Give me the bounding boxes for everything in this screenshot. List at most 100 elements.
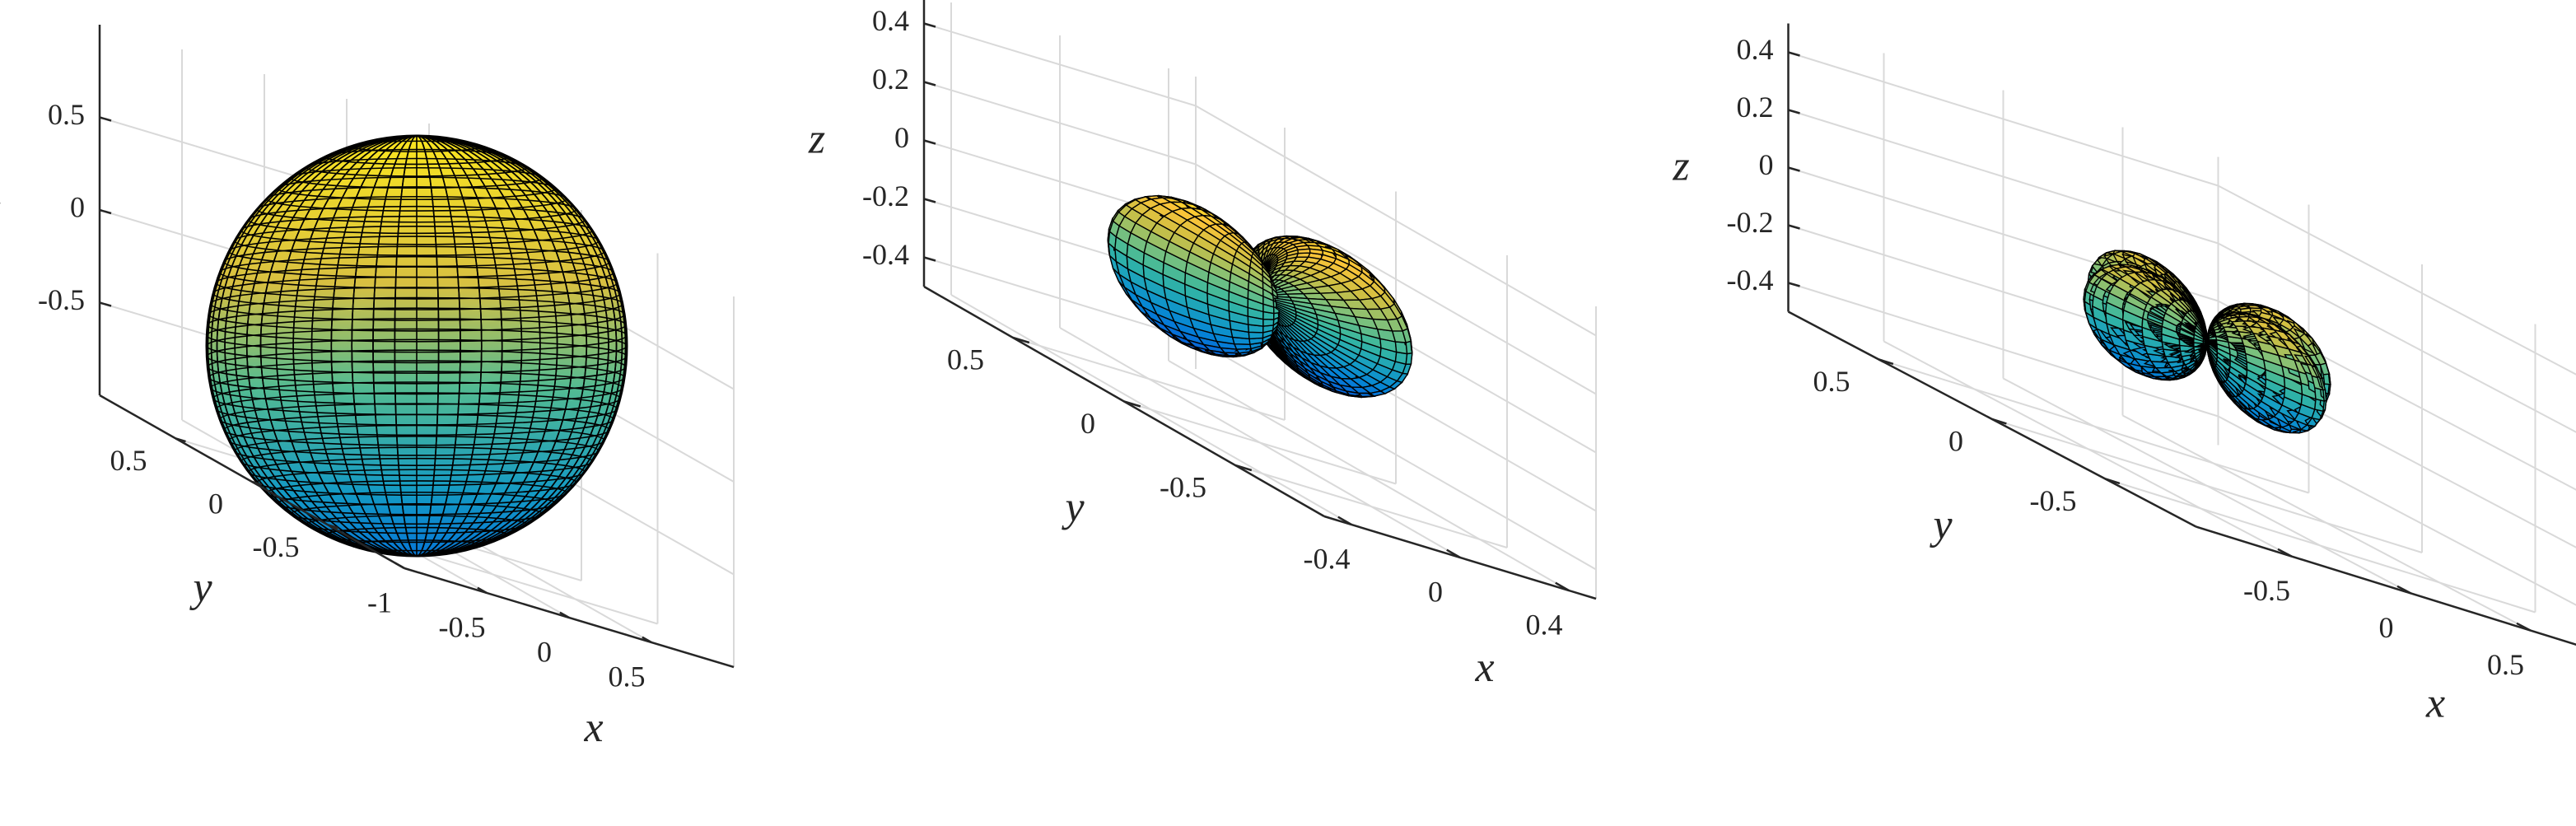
z-tick-label: 0.2 bbox=[872, 63, 909, 96]
z-tick-label: 0.4 bbox=[1737, 33, 1774, 66]
mesh-face bbox=[1405, 352, 1413, 365]
grid-line bbox=[1195, 105, 1597, 337]
mesh-parallel bbox=[208, 296, 625, 332]
mesh-parallel bbox=[206, 338, 628, 374]
grid-line bbox=[2105, 478, 2536, 614]
x-tick-label: 0.5 bbox=[2487, 648, 2524, 681]
z-tick-label: 0.4 bbox=[872, 4, 909, 37]
y-tick-label: -0.5 bbox=[2030, 484, 2077, 517]
y-tick-label: -0.5 bbox=[253, 530, 300, 563]
y-tick-mark bbox=[328, 524, 338, 530]
y-tick-mark bbox=[251, 480, 263, 486]
z-tick-mark bbox=[99, 208, 112, 215]
surface-mesh bbox=[1107, 194, 1413, 399]
grid-line bbox=[1195, 163, 1597, 395]
mesh-parallel bbox=[219, 403, 614, 436]
y-tick-label: 0 bbox=[208, 487, 223, 520]
mesh-parallel bbox=[207, 349, 627, 385]
mesh-parallel bbox=[208, 360, 625, 395]
x-axis-label: x bbox=[2425, 680, 2445, 727]
y-tick-mark bbox=[175, 437, 186, 443]
z-tick-mark bbox=[923, 139, 936, 145]
mesh-parallel bbox=[215, 266, 618, 300]
y-axis-label: y bbox=[1061, 484, 1085, 531]
panel-four-lobes: -0.5 0 0.5 -0.5 0 0.5 -0.4 -0.2 0 0.2 0.4 x y z bbox=[1672, 23, 2576, 727]
y-tick-label: 0.5 bbox=[1813, 365, 1850, 398]
mesh-parallel bbox=[248, 457, 586, 487]
z-tick-label: -0.4 bbox=[862, 238, 909, 271]
x-tick-label: -0.5 bbox=[2243, 574, 2290, 607]
z-tick-label: 0 bbox=[894, 121, 909, 154]
surface-mesh bbox=[205, 134, 628, 558]
z-tick-mark bbox=[1788, 224, 1800, 230]
z-tick-mark bbox=[923, 198, 936, 203]
z-tick-mark bbox=[1788, 51, 1800, 57]
z-axis-label: z bbox=[808, 116, 825, 163]
mesh-face bbox=[1297, 248, 1311, 254]
y-axis-label: y bbox=[1929, 502, 1953, 548]
x-tick-label: 0 bbox=[2379, 611, 2394, 644]
mesh-parallel bbox=[248, 205, 586, 235]
y-tick-label: 0 bbox=[1080, 407, 1095, 440]
mesh-parallel bbox=[228, 424, 605, 456]
grid-line bbox=[1234, 464, 1508, 548]
grid-line bbox=[1012, 337, 1286, 421]
z-tick-mark bbox=[99, 116, 112, 122]
grid-line bbox=[923, 81, 1197, 166]
z-tick-label: 0 bbox=[70, 190, 85, 223]
z-tick-mark bbox=[99, 301, 112, 307]
z-tick-mark bbox=[1788, 166, 1800, 172]
mesh-face bbox=[1269, 278, 1276, 290]
z-tick-mark bbox=[923, 22, 936, 28]
mesh-face bbox=[1262, 318, 1275, 327]
y-tick-label: 0 bbox=[1948, 424, 1963, 457]
surface-mesh bbox=[2083, 250, 2331, 434]
x-tick-mark bbox=[642, 636, 652, 644]
z-tick-label: -0.5 bbox=[38, 283, 85, 316]
z-axis-label: z bbox=[1672, 143, 1689, 190]
mesh-parallel bbox=[240, 215, 593, 245]
x-tick-mark bbox=[394, 562, 405, 570]
y-tick-label: 0.5 bbox=[110, 444, 147, 477]
panel-sphere: -1-0.500.5-0.500.5-0.500.5xyz bbox=[0, 25, 735, 751]
grid-line bbox=[923, 22, 1197, 107]
mesh-parallel bbox=[210, 371, 623, 405]
y-tick-label: -0.5 bbox=[1160, 470, 1206, 503]
mesh-parallel bbox=[240, 446, 593, 477]
z-tick-mark bbox=[1788, 282, 1800, 287]
mesh-parallel bbox=[223, 413, 610, 446]
mesh-meridian bbox=[207, 135, 627, 557]
z-tick-mark bbox=[1788, 109, 1800, 114]
z-tick-label: -0.2 bbox=[862, 180, 909, 212]
x-tick-label: 0 bbox=[1428, 575, 1443, 608]
panel-two-lobes: -0.4 0 0.4 -0.5 0 0.5 -0.4 -0.2 0 0.2 0.4 x y z bbox=[808, 0, 1597, 691]
x-tick-mark bbox=[559, 611, 570, 619]
z-tick-mark bbox=[923, 81, 936, 86]
z-axis-label: z bbox=[0, 185, 1, 232]
x-tick-label: -1 bbox=[367, 586, 392, 618]
mesh-parallel bbox=[212, 276, 621, 310]
mesh-parallel bbox=[219, 255, 614, 289]
grid-line bbox=[923, 256, 1197, 341]
z-tick-mark bbox=[923, 256, 936, 262]
x-tick-mark bbox=[477, 586, 488, 595]
mesh-face bbox=[2322, 389, 2327, 403]
x-tick-label: -0.5 bbox=[439, 610, 486, 643]
grid-line bbox=[1195, 338, 1597, 571]
z-tick-label: 0 bbox=[1759, 148, 1774, 181]
grid-line bbox=[1123, 400, 1397, 485]
z-tick-label: -0.4 bbox=[1727, 264, 1774, 296]
z-tick-label: 0.2 bbox=[1737, 91, 1774, 124]
x-tick-label: 0 bbox=[537, 635, 552, 668]
y-tick-label: 0.5 bbox=[947, 343, 984, 376]
x-axis-label: x bbox=[1474, 644, 1494, 691]
y-axis-label: y bbox=[189, 564, 212, 611]
mesh-face bbox=[1248, 331, 1264, 340]
x-tick-label: 0.5 bbox=[609, 660, 646, 693]
mesh-parallel bbox=[234, 436, 600, 466]
x-axis-label: x bbox=[583, 704, 603, 751]
mesh-parallel bbox=[210, 287, 623, 321]
x-tick-label: -0.4 bbox=[1304, 542, 1351, 575]
mesh-parallel bbox=[207, 307, 627, 343]
